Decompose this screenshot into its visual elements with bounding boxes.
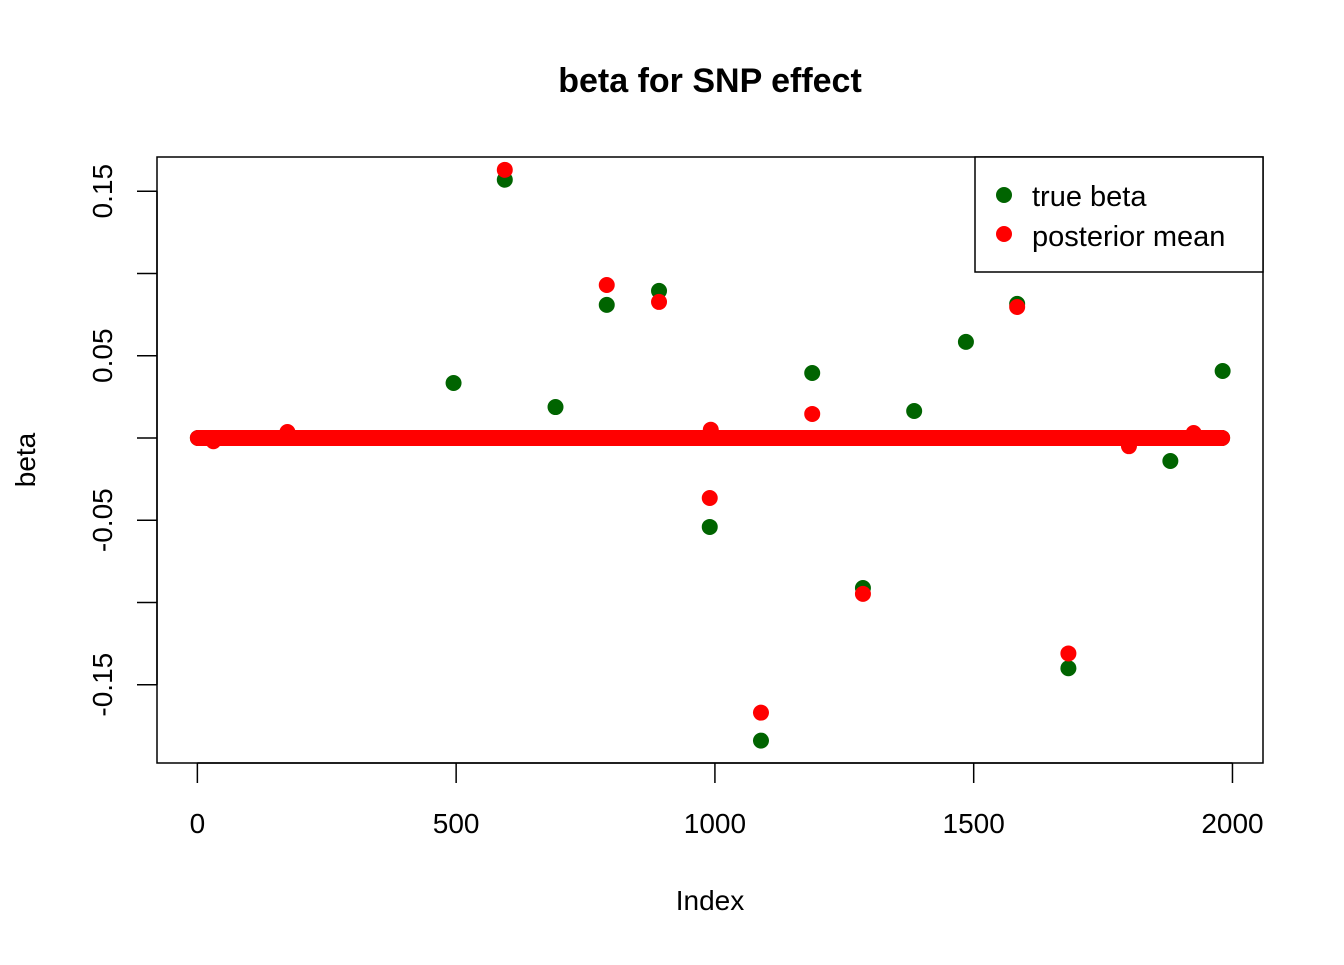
legend: true beta posterior mean	[974, 156, 1264, 273]
y-tick-label: 0.15	[87, 164, 118, 219]
legend-label-true-beta: true beta	[1032, 181, 1147, 213]
point-posterior-mean	[752, 704, 769, 721]
point-posterior-mean	[1185, 425, 1202, 442]
legend-marker-posterior-mean	[996, 226, 1012, 242]
y-tick-label: 0.05	[87, 328, 118, 383]
point-posterior-mean	[1120, 438, 1137, 455]
x-tick-label: 2000	[1201, 808, 1263, 839]
point-posterior-mean	[1214, 429, 1231, 446]
data-points	[189, 161, 1231, 749]
x-axis: 0 500 1000 1500 2000	[190, 762, 1264, 839]
point-true-beta	[547, 399, 564, 416]
legend-marker-true-beta	[996, 187, 1012, 203]
point-posterior-mean	[1060, 645, 1077, 662]
point-true-beta	[1214, 363, 1231, 380]
chart-title: beta for SNP effect	[558, 62, 862, 100]
point-posterior-mean	[702, 421, 719, 438]
point-true-beta	[752, 732, 769, 749]
point-posterior-mean	[598, 276, 615, 293]
x-tick-label: 500	[433, 808, 480, 839]
legend-box	[974, 156, 1264, 273]
y-axis: 0.15 0.05 -0.05 -0.15	[87, 164, 158, 717]
point-posterior-mean	[854, 585, 871, 602]
point-true-beta	[1162, 452, 1179, 469]
y-tick-label: -0.05	[87, 488, 118, 552]
point-true-beta	[1060, 660, 1077, 677]
point-posterior-mean	[651, 293, 668, 310]
x-tick-label: 1500	[943, 808, 1005, 839]
point-true-beta	[651, 282, 668, 299]
point-posterior-mean	[804, 405, 821, 422]
point-true-beta	[598, 296, 615, 313]
point-posterior-mean	[205, 433, 222, 450]
point-posterior-mean	[279, 424, 296, 441]
point-posterior-mean	[1009, 299, 1026, 316]
x-axis-label: Index	[676, 885, 745, 916]
x-tick-label: 0	[190, 808, 206, 839]
point-true-beta	[701, 518, 718, 535]
point-posterior-mean	[701, 489, 718, 506]
legend-label-posterior-mean: posterior mean	[1032, 221, 1225, 253]
point-true-beta	[957, 333, 974, 350]
x-tick-label: 1000	[684, 808, 746, 839]
point-posterior-mean	[496, 161, 513, 178]
point-true-beta	[445, 375, 462, 392]
point-true-beta	[906, 402, 923, 419]
point-true-beta	[804, 364, 821, 381]
y-tick-label: -0.15	[87, 653, 118, 717]
y-axis-label: beta	[10, 432, 41, 487]
